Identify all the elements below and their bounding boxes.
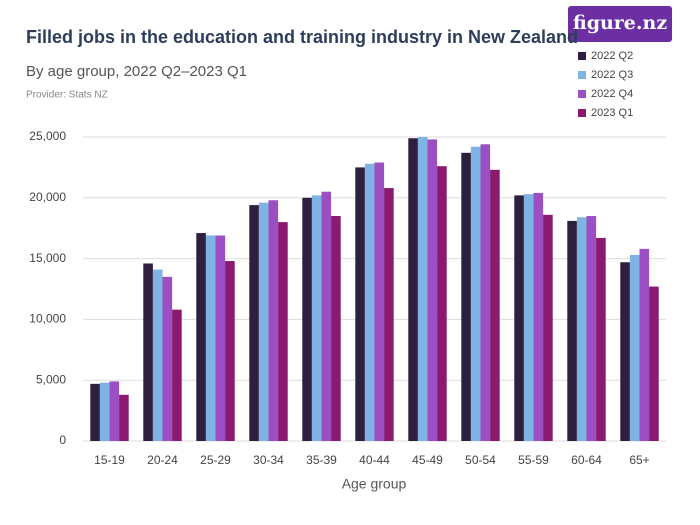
y-tick-label: 5,000	[36, 372, 66, 386]
bar	[490, 169, 500, 441]
bar	[523, 194, 534, 441]
bar	[90, 383, 100, 441]
bar	[596, 237, 606, 441]
logo: figure.nz	[573, 12, 667, 34]
bar	[321, 191, 332, 441]
legend-swatch	[578, 52, 586, 60]
bar	[355, 167, 365, 441]
legend-label: 2022 Q4	[591, 88, 633, 100]
bar	[152, 269, 163, 441]
bar	[639, 248, 650, 441]
legend-label: 2022 Q3	[591, 69, 633, 81]
bar	[620, 262, 630, 441]
bar	[143, 263, 153, 441]
bar	[629, 254, 640, 441]
bar	[119, 394, 129, 441]
y-tick-label: 15,000	[29, 251, 66, 265]
legend-label: 2022 Q2	[591, 50, 633, 62]
x-tick-label: 50-54	[465, 453, 496, 467]
x-tick-label: 35-39	[306, 453, 337, 467]
bar	[205, 235, 216, 441]
x-tick-label: 40-44	[359, 453, 390, 467]
x-tick-label: 20-24	[147, 453, 178, 467]
bar	[162, 276, 173, 441]
legend-swatch	[578, 90, 586, 98]
y-tick-label: 25,000	[29, 129, 66, 143]
x-tick-label: 65+	[629, 453, 649, 467]
bar	[514, 195, 524, 441]
bar	[364, 163, 375, 441]
bar	[225, 261, 235, 441]
bar	[99, 382, 110, 441]
bar	[278, 222, 288, 441]
bar	[533, 192, 544, 441]
bar	[437, 166, 447, 441]
bar	[543, 214, 553, 441]
y-tick-label: 10,000	[29, 312, 66, 326]
bar	[172, 309, 182, 441]
bar	[302, 197, 312, 441]
logo-box	[568, 6, 672, 42]
x-tick-label: 15-19	[94, 453, 125, 467]
x-axis-title: Age group	[342, 476, 407, 492]
y-tick-label: 20,000	[29, 190, 66, 204]
bar	[384, 188, 394, 441]
x-tick-label: 55-59	[518, 453, 549, 467]
y-tick-label: 0	[59, 433, 66, 447]
bar	[196, 233, 206, 441]
bar	[215, 235, 226, 441]
bar	[649, 286, 659, 441]
bar	[586, 216, 597, 441]
bar	[109, 381, 120, 441]
legend-swatch	[578, 71, 586, 79]
bar	[461, 152, 471, 442]
chart-title: Filled jobs in the education and trainin…	[26, 27, 578, 47]
x-tick-label: 60-64	[571, 453, 602, 467]
bar	[331, 216, 341, 441]
bar	[249, 205, 259, 441]
bar	[470, 146, 481, 441]
legend-swatch	[578, 109, 586, 117]
bar	[374, 162, 385, 441]
chart-subtitle: By age group, 2022 Q2–2023 Q1	[26, 63, 247, 80]
x-tick-label: 30-34	[253, 453, 284, 467]
bar	[311, 195, 322, 441]
bar	[268, 200, 279, 441]
provider: Provider: Stats NZ	[26, 90, 108, 101]
bar	[567, 220, 577, 441]
bar	[408, 138, 418, 441]
x-tick-label: 45-49	[412, 453, 443, 467]
bar	[427, 139, 438, 441]
x-tick-label: 25-29	[200, 453, 231, 467]
bar	[576, 217, 587, 441]
bar	[258, 202, 269, 441]
bar	[480, 144, 491, 441]
bar	[417, 137, 428, 441]
legend-label: 2023 Q1	[591, 107, 633, 119]
